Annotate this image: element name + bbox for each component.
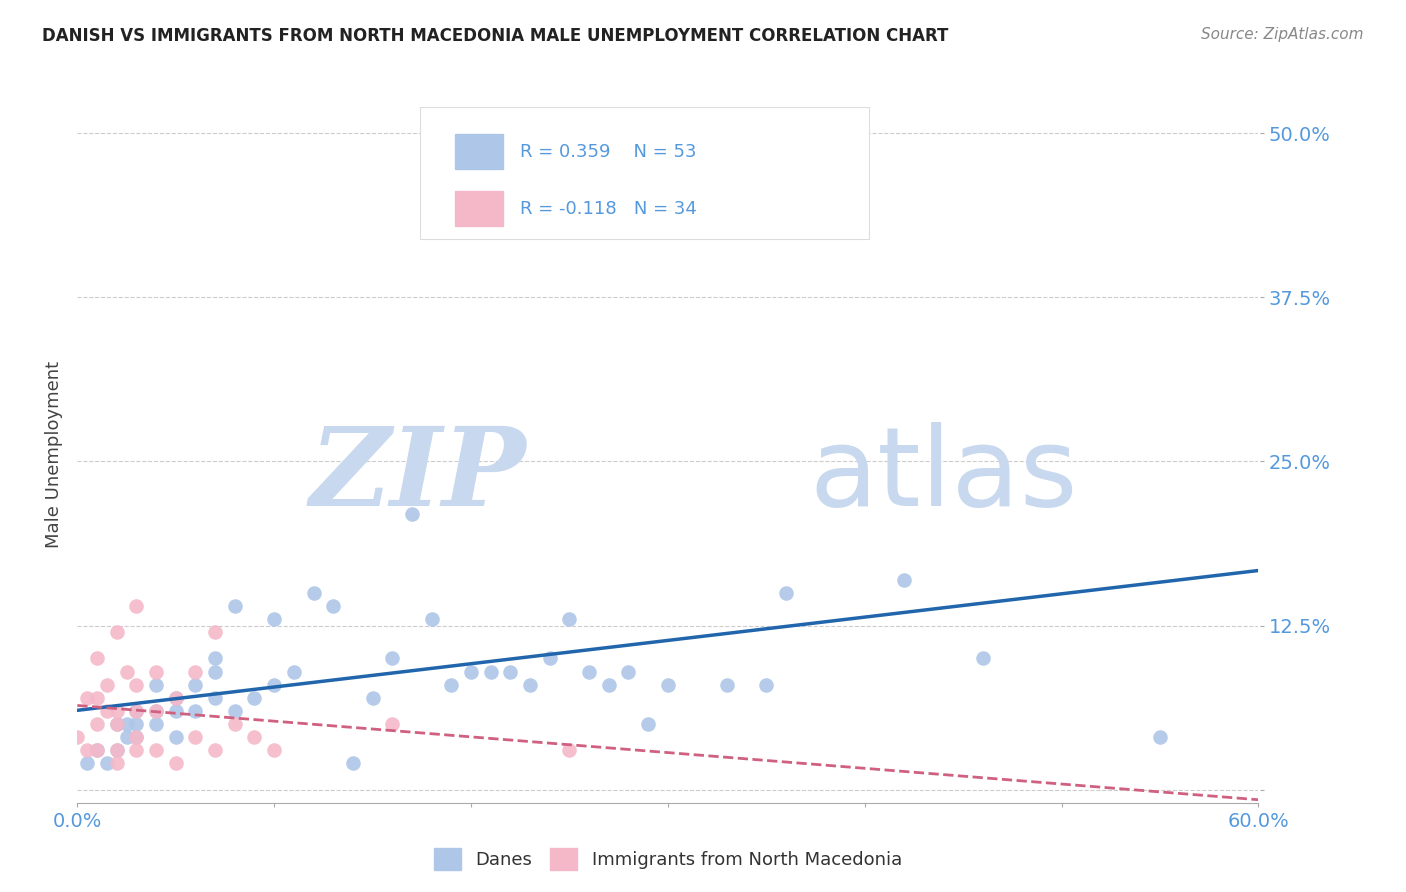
Point [204, 665, 226, 679]
Point [204, 743, 226, 757]
Point [66, 730, 89, 744]
Text: ZIP: ZIP [309, 422, 526, 530]
Point [76, 690, 98, 705]
Point [125, 599, 148, 613]
Point [381, 717, 404, 731]
Point [460, 665, 482, 679]
Text: Source: ZipAtlas.com: Source: ZipAtlas.com [1201, 27, 1364, 42]
Point [145, 665, 167, 679]
Point [538, 651, 561, 665]
Point [165, 756, 187, 771]
Point [479, 665, 502, 679]
Point [125, 704, 148, 718]
Point [96, 704, 118, 718]
Point [76, 756, 98, 771]
Point [86, 717, 108, 731]
Point [243, 690, 266, 705]
Point [657, 678, 679, 692]
Y-axis label: Male Unemployment: Male Unemployment [45, 361, 63, 549]
Point [125, 730, 148, 744]
Point [224, 704, 246, 718]
Point [125, 730, 148, 744]
Point [224, 599, 246, 613]
Point [361, 690, 384, 705]
Point [165, 690, 187, 705]
Point [105, 756, 128, 771]
Point [86, 690, 108, 705]
Point [322, 599, 344, 613]
Point [145, 678, 167, 692]
Point [558, 743, 581, 757]
Point [302, 586, 325, 600]
Point [105, 743, 128, 757]
Point [401, 507, 423, 521]
Point [165, 730, 187, 744]
Point [224, 717, 246, 731]
Point [184, 678, 207, 692]
Point [598, 678, 620, 692]
Point [125, 717, 148, 731]
Point [420, 612, 443, 626]
Point [637, 717, 659, 731]
Point [1149, 730, 1171, 744]
Point [125, 743, 148, 757]
Point [893, 573, 915, 587]
Point [499, 665, 522, 679]
Point [105, 625, 128, 640]
Point [105, 743, 128, 757]
FancyBboxPatch shape [420, 107, 869, 239]
Bar [456, 135, 502, 169]
Text: DANISH VS IMMIGRANTS FROM NORTH MACEDONIA MALE UNEMPLOYMENT CORRELATION CHART: DANISH VS IMMIGRANTS FROM NORTH MACEDONI… [42, 27, 949, 45]
Point [145, 743, 167, 757]
Point [115, 717, 138, 731]
Legend: Danes, Immigrants from North Macedonia: Danes, Immigrants from North Macedonia [426, 841, 910, 877]
Point [165, 704, 187, 718]
Text: atlas: atlas [810, 422, 1078, 529]
Point [204, 651, 226, 665]
Point [263, 612, 285, 626]
Point [972, 651, 994, 665]
Point [440, 678, 463, 692]
Point [617, 665, 640, 679]
Point [125, 678, 148, 692]
Point [145, 704, 167, 718]
Point [716, 678, 738, 692]
Point [243, 730, 266, 744]
Point [145, 704, 167, 718]
Point [696, 192, 718, 206]
Point [263, 743, 285, 757]
Point [578, 665, 600, 679]
Point [165, 690, 187, 705]
Point [184, 704, 207, 718]
Point [184, 730, 207, 744]
Point [125, 704, 148, 718]
Point [263, 678, 285, 692]
Point [755, 678, 778, 692]
Point [96, 678, 118, 692]
Point [283, 665, 305, 679]
Point [105, 704, 128, 718]
Point [558, 612, 581, 626]
Point [76, 743, 98, 757]
Text: R = -0.118   N = 34: R = -0.118 N = 34 [520, 200, 697, 218]
Point [775, 586, 797, 600]
Point [86, 743, 108, 757]
Point [115, 665, 138, 679]
Point [86, 651, 108, 665]
Point [105, 717, 128, 731]
Point [145, 717, 167, 731]
Point [519, 678, 541, 692]
Text: R = 0.359    N = 53: R = 0.359 N = 53 [520, 143, 697, 161]
Point [381, 651, 404, 665]
Point [342, 756, 364, 771]
Point [204, 690, 226, 705]
Point [96, 756, 118, 771]
Point [184, 665, 207, 679]
Point [204, 625, 226, 640]
Point [105, 717, 128, 731]
Point [115, 730, 138, 744]
Point [86, 743, 108, 757]
Bar [456, 191, 502, 226]
